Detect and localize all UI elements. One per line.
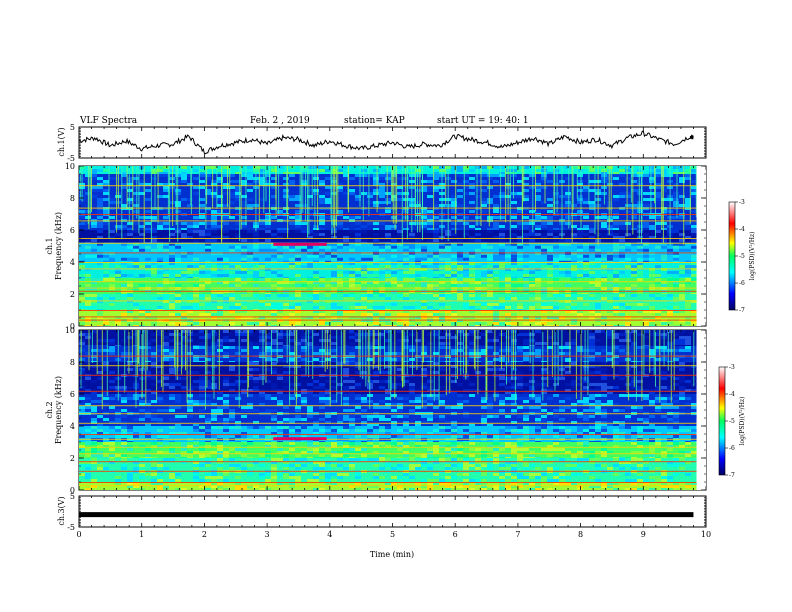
ch1-spectrogram-y-tick-label: 8 [70, 194, 75, 203]
burst-segment [273, 437, 327, 441]
colorbar-tick-label: -4 [739, 226, 745, 233]
spectral-line [79, 461, 697, 463]
ch3-waveform-y-tick-label: 5 [70, 492, 75, 501]
spectral-line [79, 214, 697, 215]
spectral-line [79, 252, 697, 254]
ch1-colorbar: -3 -4 -5 -6 -7 log(PSD)(V²/Hz) [728, 199, 756, 314]
spectral-line [79, 310, 697, 311]
x-tick-label: 3 [265, 530, 270, 539]
spectral-line [79, 300, 697, 302]
ch3-waveform-y-tick-label: -5 [67, 523, 75, 532]
ch2-frequency-label: Frequency (kHz) [54, 376, 63, 444]
ch1-frequency-label: Frequency (kHz) [54, 212, 63, 280]
ch1-spectrogram-y-tick-label: 10 [65, 162, 75, 171]
colorbar-tick-label: -5 [739, 253, 745, 260]
spectral-line [79, 262, 697, 263]
spectral-line [79, 453, 697, 455]
date-label: Feb. 2 , 2019 [250, 116, 310, 126]
spectral-line [79, 470, 697, 472]
x-tick-label: 6 [453, 530, 458, 539]
colorbar-tick-label: -3 [739, 199, 745, 206]
ch2-spectrogram-y-tick-label: 6 [70, 390, 75, 399]
spectral-line [79, 422, 697, 424]
ch1-spectrogram-image [79, 166, 706, 326]
spectral-line [79, 268, 697, 270]
x-tick-label: 9 [641, 530, 646, 539]
colorbar-tick-label: -3 [729, 364, 735, 371]
spectral-line [79, 319, 697, 321]
spectral-line [79, 238, 697, 239]
spectral-line [79, 390, 697, 392]
x-tick-label: 0 [76, 530, 81, 539]
ch1-spectrogram-y-tick-label: 6 [70, 226, 75, 235]
x-tick-label: 5 [390, 530, 395, 539]
ch2-spectrogram-y-tick-label: 2 [70, 454, 75, 463]
figure-title: VLF Spectra [79, 116, 138, 126]
x-tick-label: 7 [515, 530, 520, 539]
ch3-waveform-ylabel: ch.3(V) [57, 496, 66, 525]
ch1-spectrogram-y-tick-label: 0 [70, 322, 75, 331]
ch2-colorbar-label: log(PSD)(V²/Hz) [739, 397, 746, 446]
colorbar-tick-label: -4 [729, 391, 735, 398]
spectral-line [79, 413, 697, 415]
spectral-line [79, 316, 697, 318]
spectral-line [79, 290, 697, 292]
spectral-line [79, 242, 697, 244]
ch3-waveform-frame [78, 495, 707, 528]
colorbar-tick-label: -6 [729, 445, 735, 452]
colorbar-tick-label: -7 [729, 472, 735, 479]
ch1-spectrogram-y-tick-label: 2 [70, 290, 75, 299]
colorbar-tick-label: -6 [739, 280, 745, 287]
spectral-line [79, 438, 697, 440]
station-label: station= KAP [344, 116, 405, 126]
ch1-channel-label: ch.1 [45, 237, 54, 254]
x-axis-label: Time (min) [370, 550, 414, 559]
spectral-line [79, 374, 697, 376]
spectral-line [79, 355, 697, 357]
x-tick-label: 8 [578, 530, 583, 539]
spectral-line [79, 185, 697, 187]
ch2-colorbar: -3 -4 -5 -6 -7 log(PSD)(V²/Hz) [718, 364, 746, 479]
ch1-waveform-y-tick-label: 5 [70, 123, 75, 132]
spectral-line [79, 207, 697, 209]
spectrogram-band [79, 166, 697, 174]
spectral-line [79, 287, 697, 289]
spectral-line [79, 446, 697, 448]
ch2-spectrogram-y-tick-label: 4 [70, 422, 75, 431]
spectral-line [79, 405, 697, 407]
spectral-line [79, 220, 697, 222]
ch2-spectrogram-y-tick-label: 10 [65, 326, 75, 335]
ch2-colorbar-gradient [718, 366, 726, 476]
ch1-colorbar-gradient [728, 201, 736, 311]
x-tick-label: 1 [139, 530, 144, 539]
spectral-line [79, 365, 697, 367]
x-tick-label: 10 [701, 530, 711, 539]
x-tick-label: 4 [327, 530, 332, 539]
spectral-line [79, 281, 697, 283]
ch1-waveform-ylabel: ch.1(V) [57, 127, 66, 156]
ch2-channel-label: ch.2 [45, 401, 54, 418]
spectral-line [79, 434, 697, 435]
x-tick-label: 2 [202, 530, 207, 539]
ch2-spectrogram-y-tick-label: 0 [70, 486, 75, 495]
ch1-waveform-line [78, 130, 694, 155]
colorbar-tick-label: -5 [729, 418, 735, 425]
burst-segment [273, 242, 327, 246]
ch2-spectrogram-image [79, 330, 706, 490]
spectral-line [79, 482, 697, 483]
colorbar-tick-label: -7 [739, 307, 745, 314]
spectral-line [79, 485, 697, 487]
ch1-colorbar-label: log(PSD)(V²/Hz) [749, 232, 756, 281]
ch2-spectrogram-y-tick-label: 8 [70, 358, 75, 367]
ch1-waveform-y-tick-label: -5 [67, 154, 75, 163]
ch1-spectrogram-y-tick-label: 4 [70, 258, 75, 267]
start-time-label: start UT = 19: 40: 1 [437, 116, 529, 126]
